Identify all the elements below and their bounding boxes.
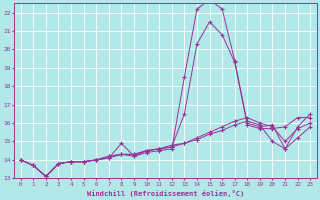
X-axis label: Windchill (Refroidissement éolien,°C): Windchill (Refroidissement éolien,°C): [87, 190, 244, 197]
